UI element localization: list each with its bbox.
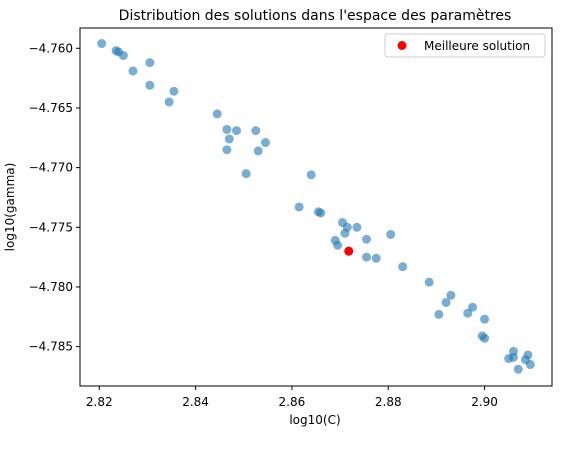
chart-title: Distribution des solutions dans l'espace… xyxy=(119,8,512,24)
x-axis-label: log10(C) xyxy=(289,413,340,427)
data-point xyxy=(118,50,128,60)
data-point xyxy=(463,308,473,318)
x-tick-label: 2.90 xyxy=(471,395,498,409)
data-point xyxy=(128,66,138,76)
data-point xyxy=(362,234,372,244)
data-point xyxy=(232,126,242,136)
x-tick-label: 2.82 xyxy=(86,395,113,409)
y-tick-label: −4.785 xyxy=(29,340,73,354)
data-point xyxy=(333,240,343,250)
data-point xyxy=(253,146,263,156)
data-point xyxy=(306,170,316,180)
x-axis-ticks: 2.82 2.84 2.86 2.88 2.90 xyxy=(86,386,498,409)
data-point xyxy=(371,253,381,263)
data-point xyxy=(434,309,444,319)
data-point xyxy=(340,228,350,238)
data-point xyxy=(480,333,490,343)
legend: Meilleure solution xyxy=(384,33,546,58)
best-solution-point xyxy=(344,246,354,256)
legend-box xyxy=(384,33,546,58)
data-point xyxy=(480,314,490,324)
data-point xyxy=(97,39,107,49)
data-point xyxy=(145,80,155,90)
y-tick-label: −4.760 xyxy=(29,41,73,55)
y-tick-label: −4.770 xyxy=(29,161,73,175)
data-point xyxy=(260,138,270,148)
data-point xyxy=(224,134,234,144)
y-axis-ticks: −4.760 −4.765 −4.770 −4.775 −4.780 −4.785 xyxy=(29,41,80,354)
data-point xyxy=(398,262,408,272)
x-tick-label: 2.84 xyxy=(182,395,209,409)
legend-label: Meilleure solution xyxy=(424,39,530,53)
y-axis-label: log10(gamma) xyxy=(3,163,17,252)
data-point xyxy=(525,360,535,370)
data-point xyxy=(241,169,251,179)
legend-marker xyxy=(397,41,407,50)
data-point xyxy=(352,222,362,232)
data-point xyxy=(316,208,326,218)
data-point xyxy=(294,202,304,212)
data-point xyxy=(508,352,518,362)
data-point xyxy=(468,302,478,312)
data-point xyxy=(222,145,232,155)
x-tick-label: 2.86 xyxy=(279,395,306,409)
y-tick-label: −4.765 xyxy=(29,101,73,115)
data-point xyxy=(362,252,372,262)
y-tick-label: −4.775 xyxy=(29,220,73,234)
plot-frame xyxy=(79,27,553,387)
data-point xyxy=(386,229,396,239)
data-point xyxy=(222,124,232,134)
x-tick-label: 2.88 xyxy=(375,395,402,409)
data-point xyxy=(446,290,456,300)
data-point xyxy=(169,86,179,96)
points-layer xyxy=(97,39,535,374)
data-point xyxy=(441,297,451,307)
data-point xyxy=(424,277,434,287)
data-point xyxy=(164,97,174,107)
data-point xyxy=(212,109,222,119)
y-tick-label: −4.780 xyxy=(29,280,73,294)
data-point xyxy=(513,364,523,374)
data-point xyxy=(145,58,155,68)
data-point xyxy=(251,126,261,136)
